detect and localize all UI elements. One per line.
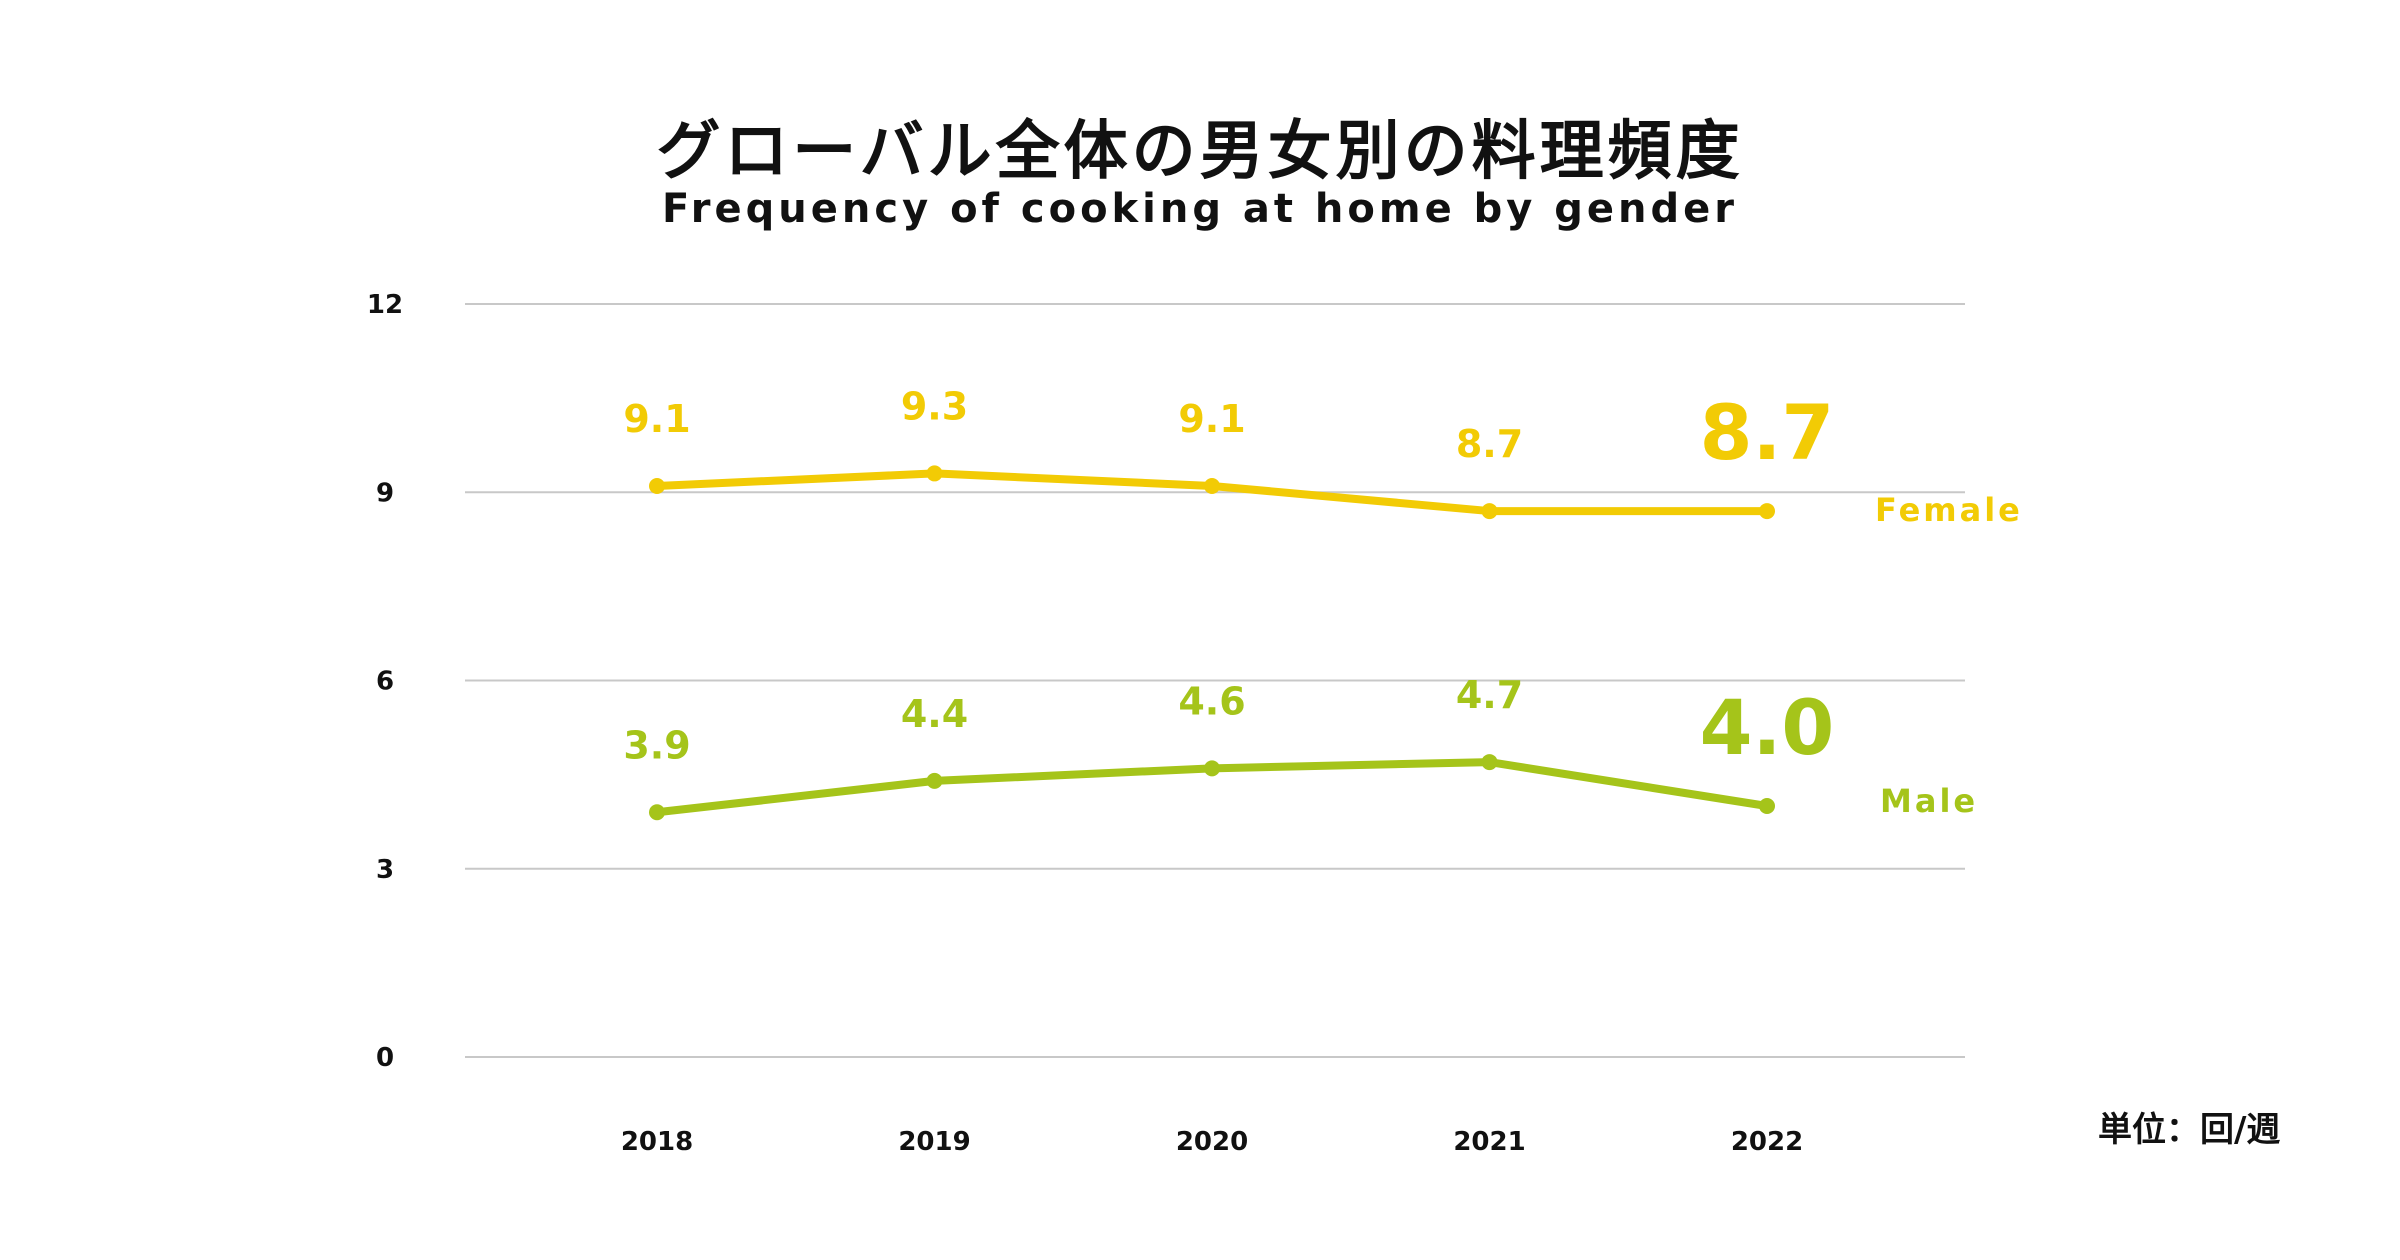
y-tick-label: 6 — [376, 667, 394, 697]
data-label: 9.3 — [901, 384, 968, 428]
data-label: 8.7 — [1456, 422, 1523, 466]
data-point — [1204, 477, 1220, 494]
series-male: 3.9 4.4 4.6 4.7 4.0 Male — [623, 673, 1978, 821]
y-tick-label: 0 — [376, 1043, 394, 1073]
x-tick-label: 2019 — [898, 1127, 970, 1157]
data-point — [1759, 503, 1775, 520]
unit-label: 単位：回/週 — [2098, 1110, 2281, 1150]
y-tick-label: 9 — [376, 478, 394, 508]
data-point — [926, 465, 943, 482]
y-tick-label: 12 — [367, 290, 403, 320]
data-point — [649, 477, 665, 494]
series-label-male: Male — [1880, 782, 1978, 820]
x-tick-label: 2022 — [1731, 1127, 1803, 1157]
data-label: 3.9 — [623, 723, 690, 767]
y-axis-ticks: 0 3 6 9 12 — [367, 290, 403, 1073]
chart-subtitle: Frequency of cooking at home by gender — [662, 186, 1738, 232]
x-tick-label: 2018 — [621, 1127, 693, 1157]
y-tick-label: 3 — [376, 855, 394, 885]
series-group: 9.1 9.3 9.1 8.7 8.7 Female 3.9 4.4 4.6 4.7 4.0 Male — [623, 384, 2023, 821]
data-point — [649, 804, 665, 821]
x-tick-label: 2021 — [1453, 1127, 1525, 1157]
data-label: 9.1 — [1178, 397, 1245, 441]
data-point — [926, 772, 943, 789]
data-label: 4.7 — [1456, 673, 1523, 717]
data-point — [1759, 798, 1775, 814]
data-label: 4.6 — [1178, 679, 1245, 723]
series-label-female: Female — [1875, 491, 2023, 529]
data-point — [1481, 503, 1498, 520]
series-female: 9.1 9.3 9.1 8.7 8.7 Female — [623, 384, 2023, 529]
data-label-highlight: 8.7 — [1700, 388, 1835, 477]
chart-title: グローバル全体の男女別の料理頻度 — [656, 115, 1744, 189]
gridlines — [465, 303, 1965, 1058]
data-label: 4.4 — [901, 692, 968, 736]
x-tick-label: 2020 — [1176, 1127, 1248, 1157]
data-point — [1481, 754, 1498, 771]
x-axis-ticks: 2018 2019 2020 2021 2022 — [621, 1127, 1803, 1157]
data-label: 9.1 — [623, 397, 690, 441]
data-label-highlight: 4.0 — [1700, 683, 1835, 772]
data-point — [1204, 760, 1220, 777]
